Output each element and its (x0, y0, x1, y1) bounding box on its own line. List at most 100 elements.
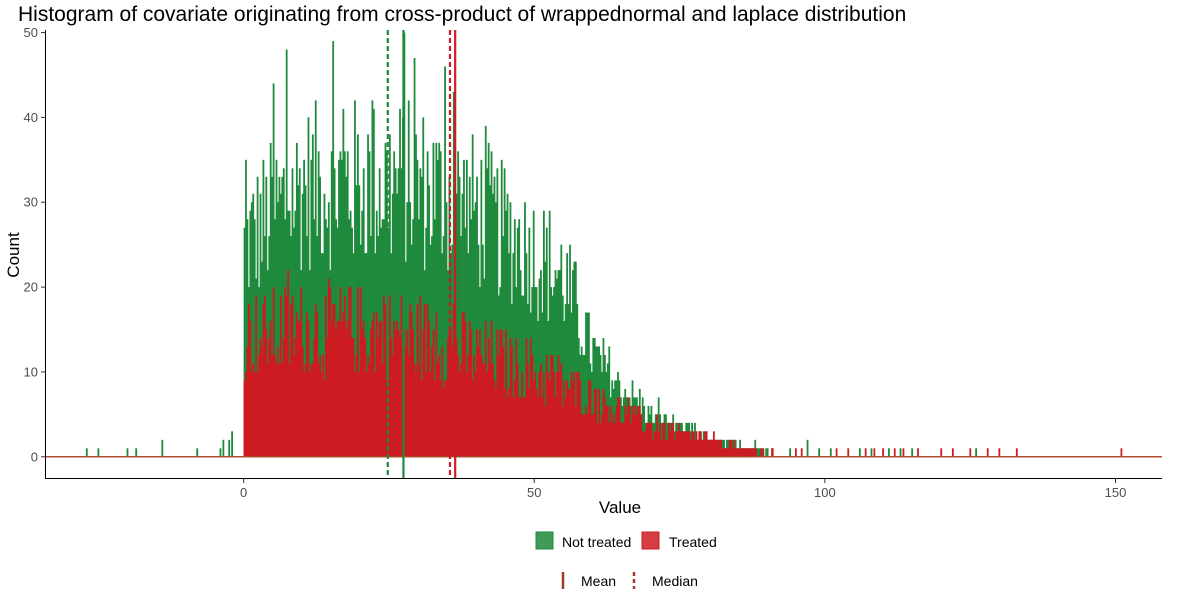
y-tick-label: 10 (24, 364, 38, 379)
treated-bar (489, 363, 491, 457)
not-treated-bar (516, 227, 519, 457)
treated-bar (259, 338, 262, 457)
treated-bar (710, 439, 712, 457)
treated-bar (611, 422, 614, 457)
not-treated-bar (371, 100, 374, 457)
treated-bar (551, 354, 554, 457)
y-axis-title: Count (4, 232, 23, 278)
treated-bar (281, 363, 284, 457)
treated-bar (432, 329, 435, 457)
treated-bar (635, 414, 638, 457)
legend-swatch-not-treated (535, 531, 554, 550)
treated-bar (361, 329, 364, 457)
not-treated-bar (407, 100, 410, 457)
treated-bar (585, 405, 587, 457)
not-treated-bar (487, 142, 490, 457)
treated-bar (681, 431, 683, 457)
treated-bar (272, 287, 275, 457)
treated-bar (592, 414, 595, 457)
treated-bar (698, 431, 701, 457)
not-treated-bar (585, 312, 587, 457)
treated-bar (678, 422, 680, 457)
treated-bar (465, 371, 468, 457)
treated-bar (354, 371, 356, 457)
not-treated-bar (537, 321, 539, 457)
not-treated-bar (592, 338, 595, 457)
not-treated-bar (463, 159, 465, 457)
treated-bar (609, 405, 612, 457)
treated-bar (508, 388, 510, 457)
treated-bar (457, 354, 460, 457)
treated-bar (673, 439, 676, 457)
treated-bar (604, 397, 606, 457)
treated-bar (275, 363, 278, 457)
treated-bar (740, 448, 743, 457)
treated-bar (481, 363, 484, 457)
not-treated-bar (554, 270, 557, 457)
treated-bar (451, 346, 454, 457)
treated-bar (566, 380, 569, 457)
treated-bar (615, 405, 618, 457)
not-treated-bar (243, 227, 246, 457)
treated-bar (304, 363, 307, 457)
treated-bar (656, 414, 659, 457)
treated-bar (455, 338, 458, 457)
treated-bar (614, 422, 616, 457)
not-treated-outlier-bar (975, 448, 977, 457)
treated-bar (598, 388, 600, 457)
not-treated-bar (512, 253, 515, 457)
treated-bar (335, 329, 337, 457)
not-treated-bar (298, 168, 301, 457)
not-treated-bar (657, 397, 660, 457)
treated-bar (310, 363, 313, 457)
treated-bar (359, 287, 362, 457)
treated-bar (277, 346, 279, 457)
not-treated-bar (282, 168, 285, 457)
not-treated-outlier-bar (806, 439, 809, 457)
treated-bar (650, 422, 653, 457)
treated-bar (407, 354, 410, 457)
treated-bar (320, 371, 323, 457)
treated-bar (586, 414, 589, 457)
treated-bar (332, 304, 335, 457)
not-treated-bar (611, 380, 614, 457)
treated-bar (522, 397, 525, 457)
treated-bar (370, 329, 372, 457)
not-treated-bar (354, 100, 356, 457)
not-treated-bar (489, 185, 491, 457)
treated-bar (346, 321, 349, 457)
not-treated-bar (508, 253, 510, 457)
not-treated-bar (490, 151, 493, 457)
treated-bar (297, 321, 300, 457)
treated-bar (505, 329, 507, 457)
treated-bar (250, 371, 253, 457)
treated-bar (306, 312, 308, 457)
not-treated-bar (367, 134, 369, 457)
treated-bar (278, 363, 281, 457)
treated-bar (605, 405, 608, 457)
treated-outlier-bar (902, 448, 905, 457)
treated-bar (529, 338, 532, 457)
treated-bar (509, 338, 512, 457)
treated-bar (274, 354, 276, 457)
not-treated-bar (513, 219, 516, 457)
treated-bar (590, 414, 593, 457)
treated-bar (746, 448, 749, 457)
treated-bar (351, 338, 353, 457)
treated-outlier-bar (719, 439, 722, 457)
treated-bar (479, 329, 481, 457)
treated-bar (705, 431, 708, 457)
treated-bar (441, 346, 444, 457)
x-tick-label: 150 (1105, 485, 1127, 500)
treated-bar (679, 431, 682, 457)
treated-bar (554, 397, 557, 457)
not-treated-bar (528, 227, 531, 457)
not-treated-bar (394, 168, 397, 457)
not-treated-bar (445, 202, 448, 457)
treated-bar (644, 431, 647, 457)
treated-bar (477, 346, 480, 457)
not-treated-bar (311, 134, 314, 457)
treated-bar (425, 371, 428, 457)
treated-bar (380, 321, 383, 457)
treated-bar (697, 439, 699, 457)
